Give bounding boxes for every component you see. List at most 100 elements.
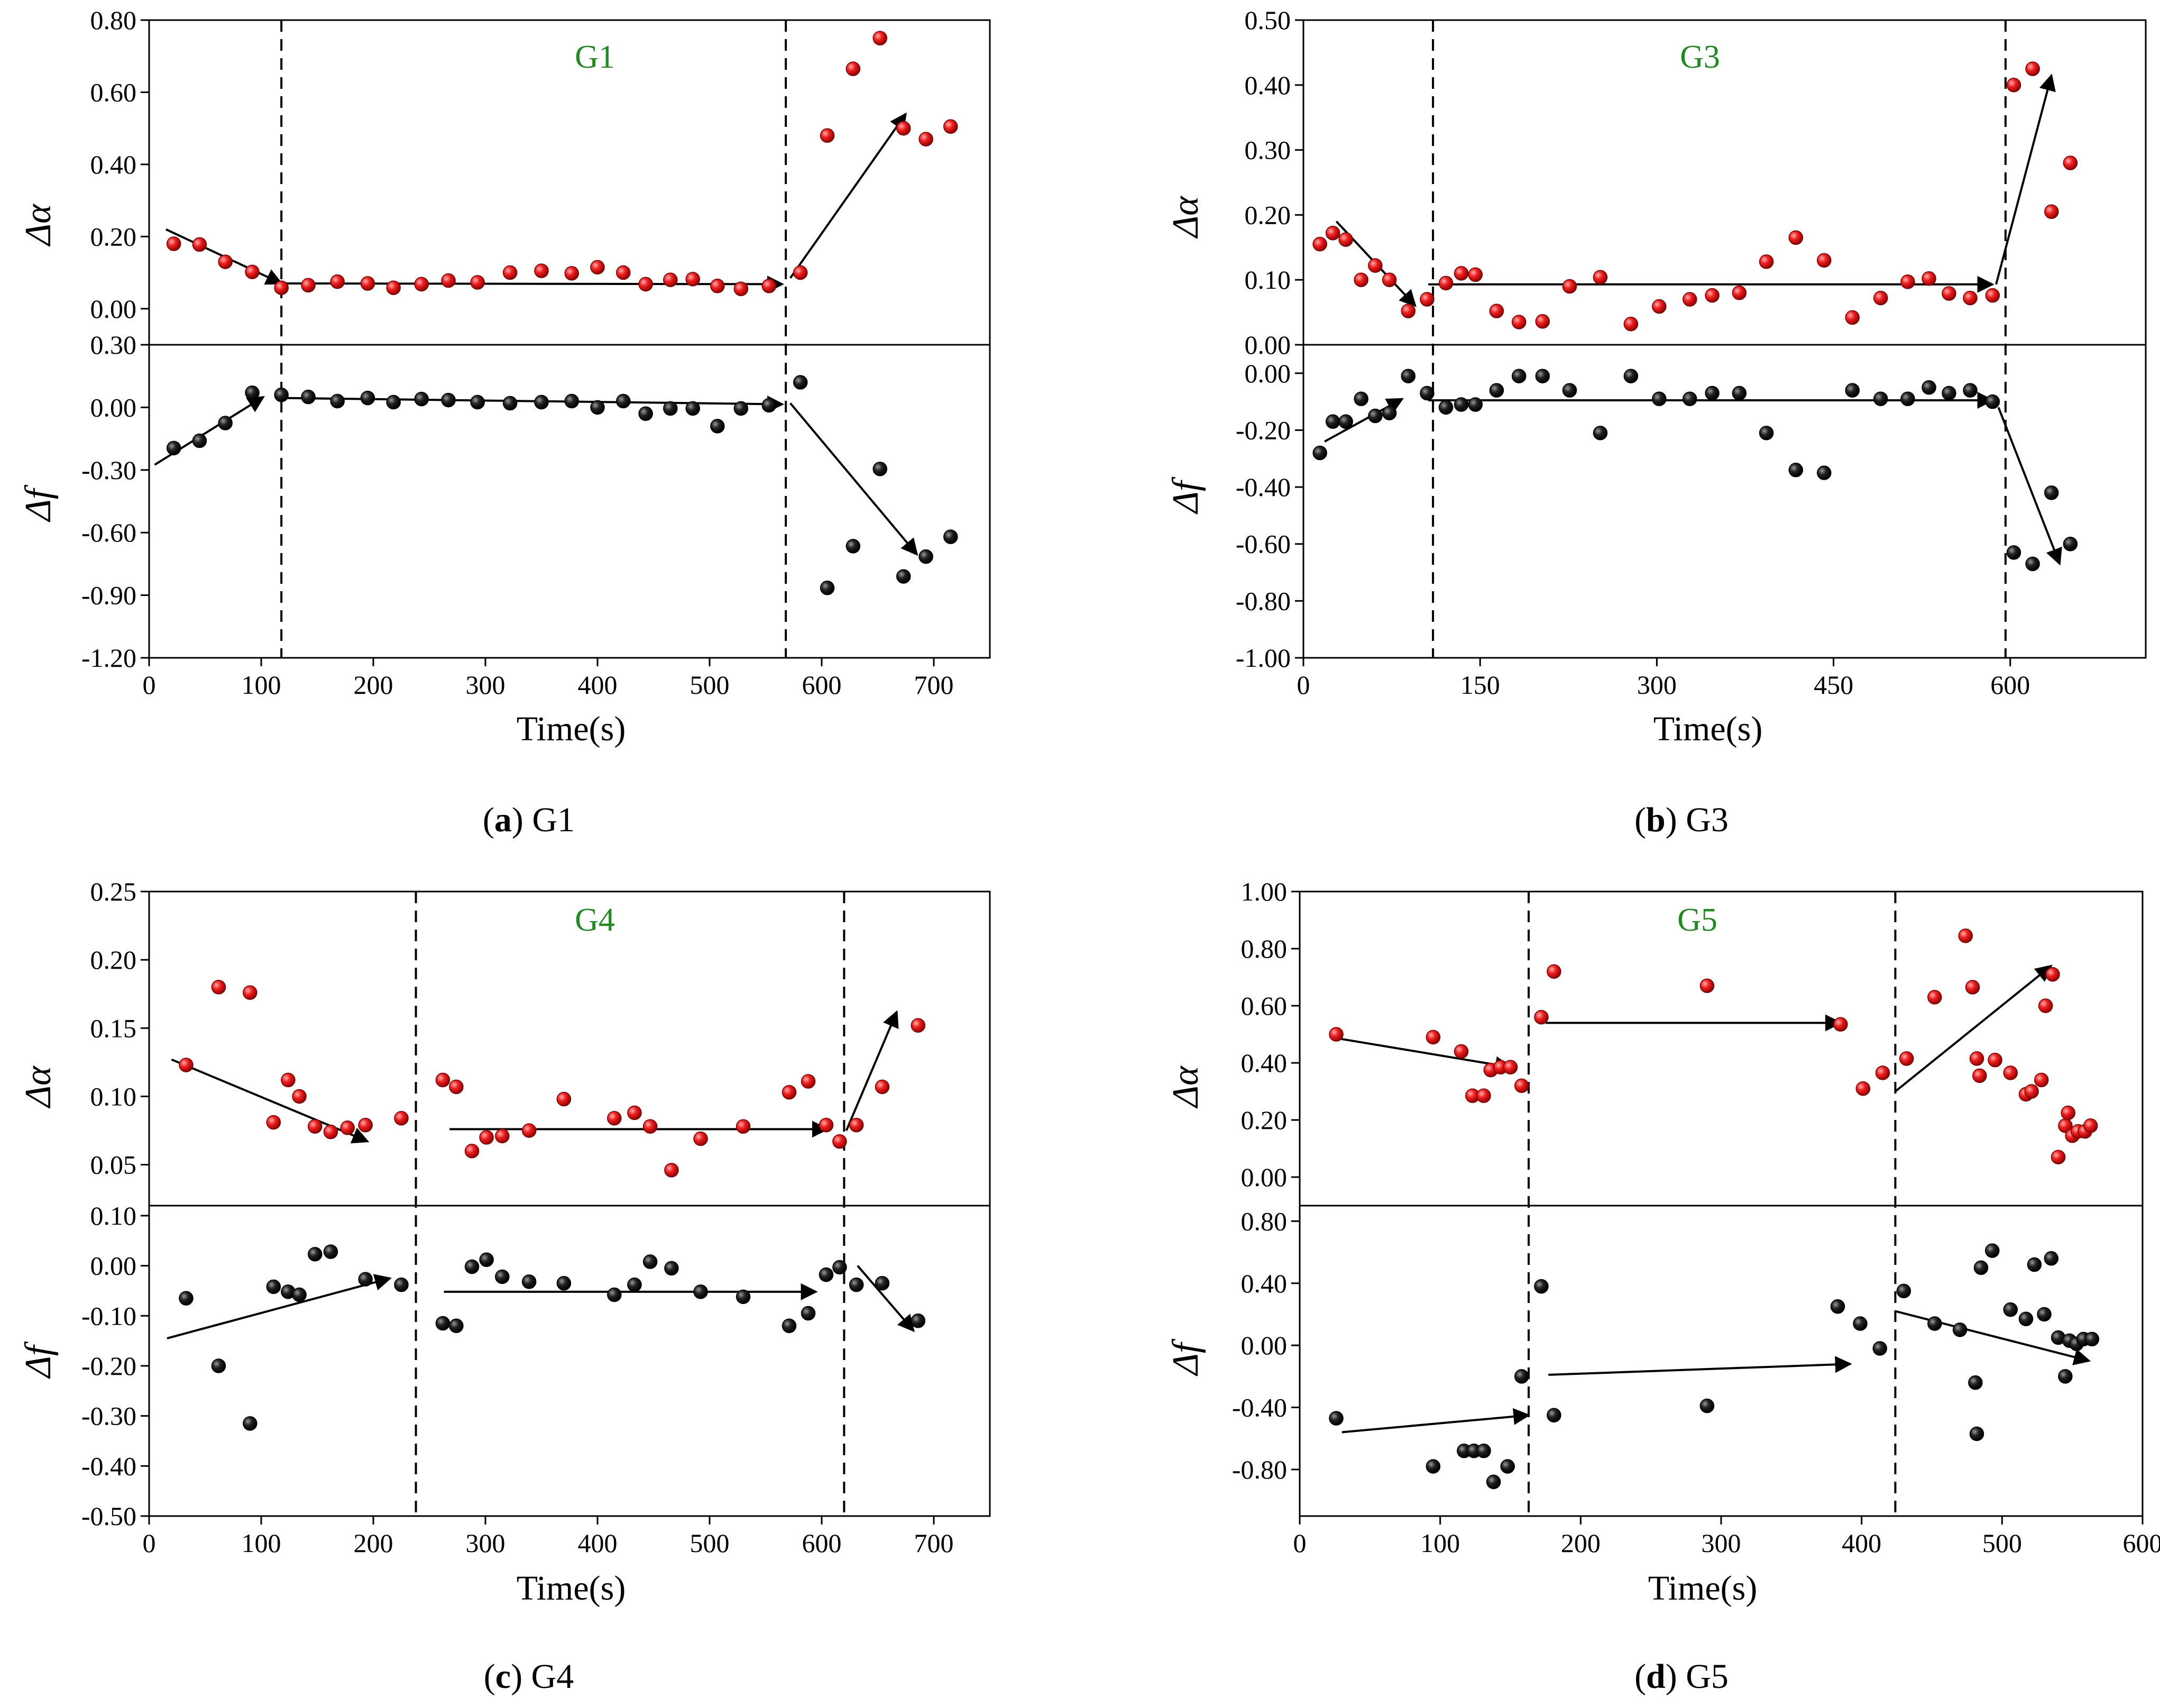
plot-frame-b: [1302, 19, 2147, 659]
f-point-a-17: [638, 406, 653, 421]
f-point-c-24: [801, 1306, 816, 1321]
bottom-y-axis-label-a: Δf: [18, 484, 59, 522]
x-tick-label-c-0: 0: [143, 1528, 156, 1558]
bottom-y-tick-label-a-5: 0.30: [90, 330, 137, 360]
f-point-a-5: [301, 389, 316, 405]
caption-d: (d) G5: [1634, 1657, 1729, 1696]
alpha-point-b-32: [2025, 61, 2040, 76]
bottom-y-tick-label-d-4: 0.80: [1241, 1206, 1288, 1236]
f-point-d-1: [1426, 1459, 1441, 1474]
top-y-tick-label-d-0: 0.00: [1241, 1162, 1288, 1192]
alpha-point-c-9: [358, 1117, 373, 1133]
bottom-y-axis-label-b: Δf: [1165, 476, 1206, 515]
alpha-point-c-29: [875, 1079, 890, 1095]
f-point-a-0: [166, 440, 181, 456]
x-axis-label-c: Time(s): [517, 1569, 626, 1608]
f-point-a-15: [590, 400, 605, 415]
f-point-b-5: [1382, 406, 1397, 420]
alpha-point-d-7: [1503, 1060, 1518, 1075]
f-point-b-30: [1985, 394, 2000, 409]
alpha-point-d-11: [1699, 978, 1715, 993]
alpha-point-b-22: [1788, 230, 1804, 245]
alpha-point-b-26: [1900, 274, 1915, 289]
caption-c: (c) G4: [484, 1657, 574, 1696]
bottom-y-tick-label-a-4: 0.00: [90, 392, 137, 422]
panel-title-a: G1: [575, 39, 615, 75]
alpha-point-a-8: [386, 280, 401, 295]
f-point-c-25: [819, 1267, 834, 1282]
f-point-a-19: [685, 401, 700, 416]
x-tick-label-d-0: 0: [1293, 1528, 1307, 1558]
alpha-point-b-31: [2006, 78, 2021, 93]
alpha-point-d-24: [2024, 1084, 2039, 1099]
bottom-trend-arrow-a-1: [281, 396, 784, 413]
bottom-y-tick-label-d-1: -0.40: [1232, 1393, 1287, 1422]
alpha-point-c-0: [179, 1058, 194, 1072]
alpha-point-c-30: [911, 1018, 926, 1033]
alpha-point-b-3: [1354, 272, 1368, 287]
x-tick-label-d-100: 100: [1420, 1528, 1460, 1558]
f-point-b-33: [2044, 485, 2059, 500]
f-point-d-6: [1500, 1459, 1515, 1474]
alpha-point-b-15: [1593, 270, 1608, 285]
top-y-tick-label-d-1: 0.20: [1241, 1105, 1288, 1135]
f-point-b-28: [1942, 385, 1956, 401]
f-point-d-13: [1872, 1341, 1887, 1356]
alpha-point-b-1: [1325, 226, 1340, 241]
alpha-point-a-11: [470, 275, 485, 290]
x-tick-label-b-600: 600: [1990, 670, 2030, 700]
alpha-point-d-9: [1534, 1009, 1549, 1025]
x-tick-label-b-300: 300: [1637, 670, 1677, 700]
alpha-point-c-17: [556, 1091, 572, 1107]
alpha-point-c-24: [782, 1085, 797, 1100]
top-y-tick-label-c-3: 0.20: [90, 945, 137, 975]
alpha-point-d-20: [1972, 1068, 1987, 1083]
alpha-point-c-26: [819, 1117, 834, 1133]
f-point-b-24: [1845, 383, 1860, 398]
bottom-y-tick-label-d-0: -0.80: [1232, 1455, 1287, 1484]
f-point-d-5: [1486, 1474, 1501, 1490]
f-point-c-6: [308, 1247, 323, 1262]
alpha-point-a-14: [564, 266, 579, 281]
top-y-tick-label-a-3: 0.60: [90, 77, 137, 107]
alpha-point-d-19: [1969, 1051, 1984, 1066]
bottom-y-tick-label-b-0: -1.00: [1236, 643, 1291, 673]
f-point-a-13: [534, 394, 549, 410]
f-point-c-11: [449, 1318, 464, 1333]
top-trend-arrow-a-1: [281, 276, 785, 293]
bottom-trend-arrow-c-2: [857, 1265, 915, 1333]
f-point-d-19: [1973, 1260, 1989, 1275]
f-point-c-28: [875, 1276, 890, 1291]
top-y-tick-label-b-1: 0.10: [1245, 265, 1291, 295]
f-point-b-17: [1652, 391, 1667, 407]
f-point-a-27: [896, 569, 911, 584]
f-point-d-0: [1329, 1411, 1344, 1426]
alpha-point-b-14: [1562, 279, 1577, 294]
bottom-y-tick-label-c-3: -0.20: [81, 1351, 136, 1381]
top-y-tick-label-c-4: 0.25: [90, 877, 137, 906]
alpha-point-d-2: [1454, 1044, 1469, 1059]
f-point-b-7: [1420, 385, 1435, 401]
alpha-point-c-20: [642, 1119, 658, 1134]
f-point-a-2: [218, 416, 233, 430]
x-tick-label-d-500: 500: [1982, 1528, 2022, 1558]
alpha-point-b-9: [1454, 266, 1469, 281]
alpha-point-d-1: [1426, 1030, 1441, 1045]
x-tick-label-b-150: 150: [1460, 670, 1500, 700]
alpha-point-a-2: [218, 254, 233, 269]
top-y-tick-label-a-0: 0.00: [90, 294, 137, 324]
alpha-point-d-13: [1855, 1081, 1871, 1096]
bottom-y-tick-label-b-4: -0.20: [1236, 415, 1291, 445]
alpha-point-b-11: [1489, 304, 1504, 318]
alpha-point-a-18: [663, 272, 678, 287]
f-point-d-11: [1830, 1299, 1845, 1314]
panel-title-d: G5: [1677, 902, 1717, 938]
f-point-b-29: [1963, 383, 1978, 398]
alpha-point-b-4: [1368, 258, 1383, 273]
f-point-d-4: [1476, 1443, 1491, 1458]
alpha-point-c-23: [736, 1119, 751, 1134]
f-point-a-28: [918, 549, 933, 564]
alpha-point-a-22: [761, 279, 777, 293]
alpha-point-c-14: [479, 1130, 494, 1145]
